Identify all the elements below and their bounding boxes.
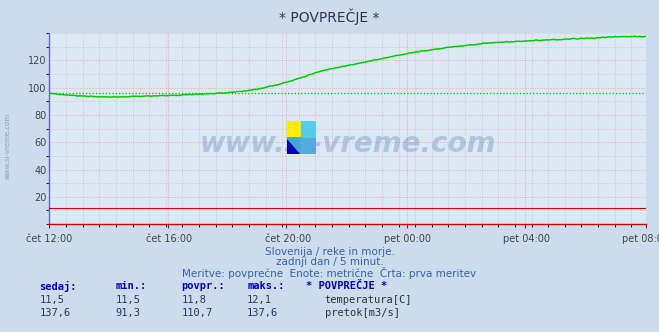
Text: temperatura[C]: temperatura[C]: [325, 295, 413, 305]
Text: pet 08:00: pet 08:00: [622, 234, 659, 244]
Text: pet 00:00: pet 00:00: [384, 234, 431, 244]
Text: čet 16:00: čet 16:00: [146, 234, 192, 244]
Text: www.si-vreme.com: www.si-vreme.com: [200, 130, 496, 158]
Polygon shape: [287, 138, 302, 154]
Text: 137,6: 137,6: [40, 308, 71, 318]
Bar: [302, 121, 316, 138]
Polygon shape: [287, 138, 302, 154]
Text: čet 12:00: čet 12:00: [26, 234, 72, 244]
Text: Slovenija / reke in morje.: Slovenija / reke in morje.: [264, 247, 395, 257]
Text: 91,3: 91,3: [115, 308, 140, 318]
Bar: [287, 121, 302, 138]
Text: pet 04:00: pet 04:00: [503, 234, 550, 244]
Text: * POVPREČJE *: * POVPREČJE *: [279, 8, 380, 25]
Text: Meritve: povprečne  Enote: metrične  Črta: prva meritev: Meritve: povprečne Enote: metrične Črta:…: [183, 267, 476, 279]
Text: čet 20:00: čet 20:00: [265, 234, 311, 244]
Text: sedaj:: sedaj:: [40, 281, 77, 291]
Text: 110,7: 110,7: [181, 308, 212, 318]
Text: 11,8: 11,8: [181, 295, 206, 305]
Text: povpr.:: povpr.:: [181, 281, 225, 290]
Text: 137,6: 137,6: [247, 308, 278, 318]
Text: maks.:: maks.:: [247, 281, 285, 290]
Bar: [302, 138, 316, 154]
Text: min.:: min.:: [115, 281, 146, 290]
Text: pretok[m3/s]: pretok[m3/s]: [325, 308, 400, 318]
Text: www.si-vreme.com: www.si-vreme.com: [5, 113, 11, 179]
Text: zadnji dan / 5 minut.: zadnji dan / 5 minut.: [275, 257, 384, 267]
Text: 11,5: 11,5: [40, 295, 65, 305]
Text: 12,1: 12,1: [247, 295, 272, 305]
Text: * POVPREČJE *: * POVPREČJE *: [306, 281, 387, 290]
Polygon shape: [302, 138, 316, 154]
Text: 11,5: 11,5: [115, 295, 140, 305]
